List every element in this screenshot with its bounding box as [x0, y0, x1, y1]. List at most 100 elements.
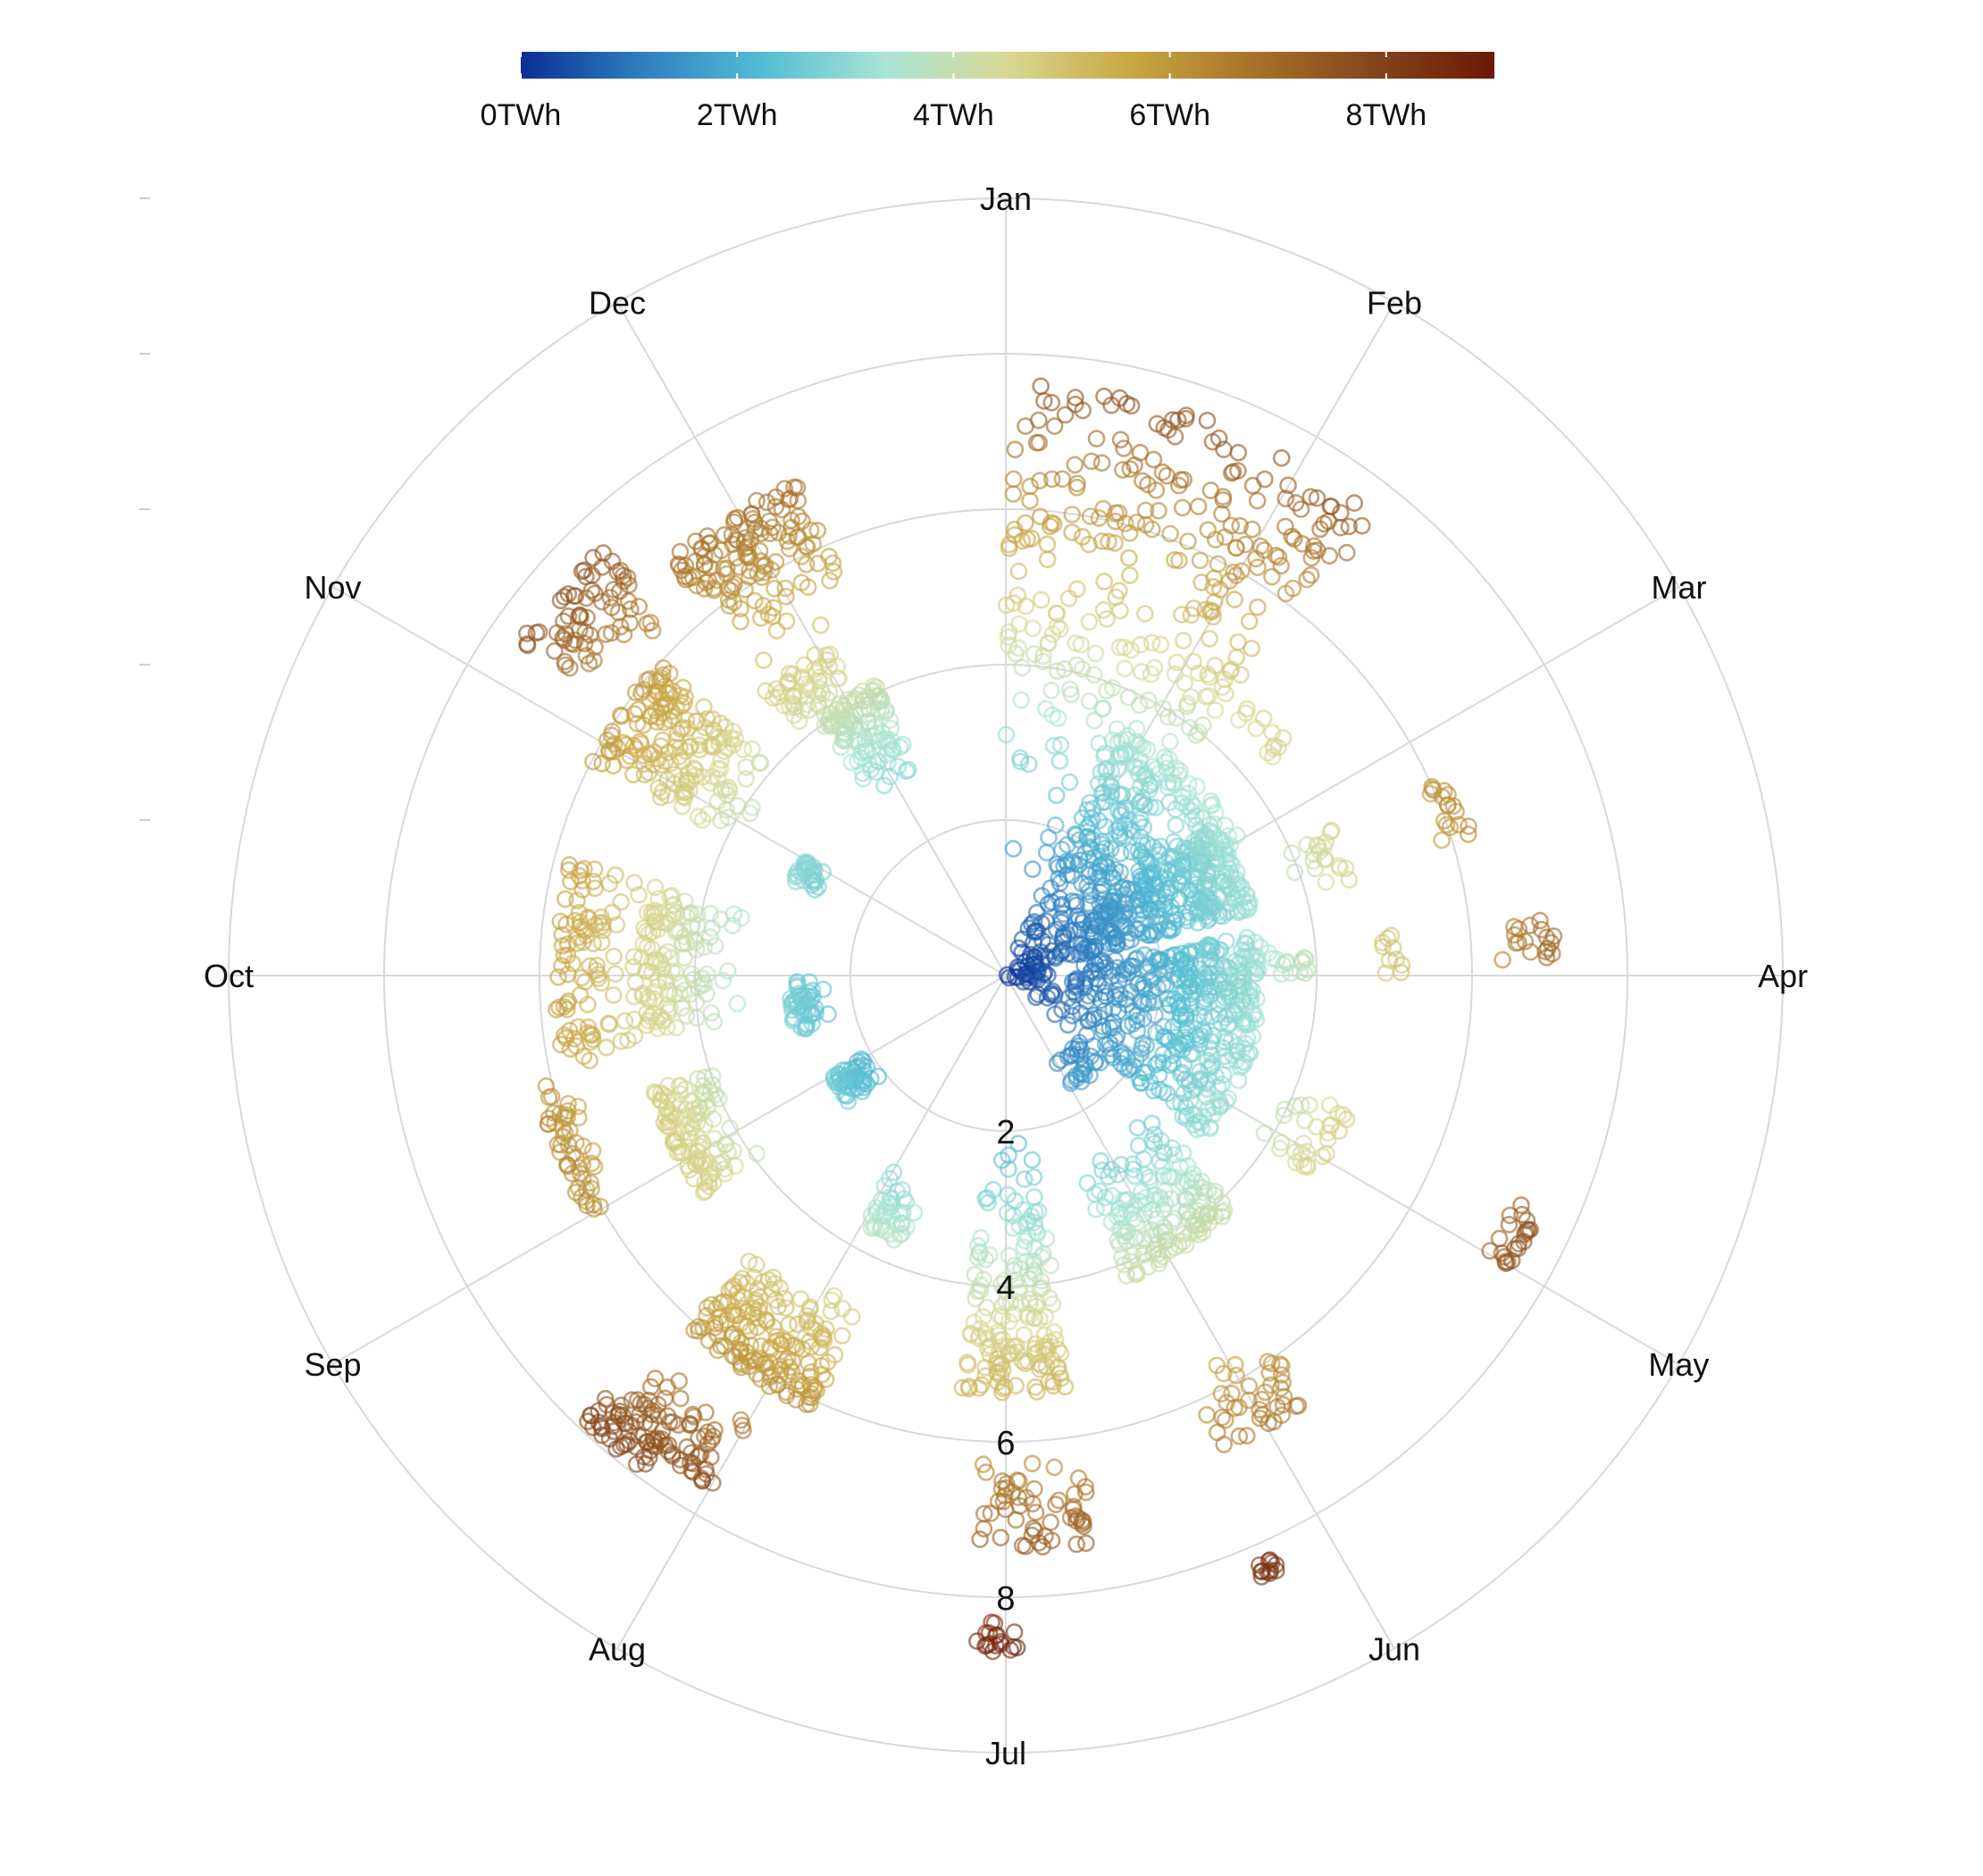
data-point: [646, 990, 664, 1008]
data-point: [1172, 471, 1190, 490]
data-point: [1149, 1053, 1167, 1072]
data-point: [1112, 844, 1130, 863]
data-point: [1271, 1355, 1289, 1373]
data-point: [1182, 1224, 1200, 1243]
data-point: [1106, 534, 1124, 552]
data-point: [651, 788, 670, 807]
data-point: [1142, 633, 1161, 652]
data-point: [1103, 679, 1122, 697]
data-point: [1045, 1323, 1063, 1341]
data-point: [766, 579, 783, 598]
data-point: [989, 1349, 1007, 1368]
data-point: [558, 1155, 576, 1174]
month-label: Feb: [1367, 285, 1422, 322]
data-point: [1217, 932, 1235, 951]
data-point: [1188, 777, 1206, 796]
data-point: [652, 698, 671, 716]
data-point: [1216, 989, 1234, 1007]
data-point: [1263, 567, 1281, 586]
data-point: [1212, 1385, 1231, 1403]
data-point: [1071, 851, 1089, 869]
data-point: [1544, 944, 1561, 963]
data-point: [960, 1379, 978, 1398]
data-point: [1147, 481, 1166, 499]
data-point: [1112, 1054, 1130, 1073]
data-point: [1080, 883, 1098, 900]
data-point: [612, 892, 631, 911]
data-point: [1292, 1096, 1310, 1114]
data-point: [1200, 687, 1217, 705]
data-point: [1214, 490, 1233, 509]
data-point: [1050, 1365, 1069, 1383]
points-layer: [518, 377, 1563, 1661]
data-point: [1144, 1082, 1163, 1100]
data-point: [1004, 1219, 1022, 1237]
colorbar-tick-label: 4TWh: [913, 98, 994, 132]
data-point: [668, 1130, 686, 1148]
data-point: [756, 1354, 774, 1373]
data-point: [1121, 924, 1140, 942]
data-point: [1051, 1051, 1070, 1069]
data-point: [603, 903, 622, 922]
data-point: [553, 925, 572, 944]
data-point: [625, 1010, 644, 1028]
data-point: [1189, 914, 1207, 932]
data-point: [582, 1406, 600, 1425]
data-point: [1146, 1006, 1164, 1025]
data-point: [1209, 1091, 1228, 1109]
data-point: [1286, 494, 1305, 512]
data-point: [1065, 1497, 1083, 1516]
data-point: [1228, 1043, 1246, 1060]
data-point: [1167, 816, 1185, 834]
data-point: [1230, 954, 1249, 973]
data-point: [570, 607, 589, 625]
data-point: [1154, 1053, 1172, 1072]
data-point: [560, 658, 579, 677]
data-point: [1166, 550, 1184, 569]
data-point: [518, 635, 536, 653]
data-point: [1092, 532, 1111, 550]
data-point: [1024, 860, 1042, 878]
data-point: [1062, 685, 1081, 704]
data-point: [1217, 1093, 1235, 1111]
data-point: [1116, 799, 1134, 817]
data-point: [1180, 945, 1198, 963]
data-point: [788, 973, 806, 991]
data-point: [805, 660, 824, 679]
data-point: [584, 1419, 602, 1436]
data-point: [641, 614, 660, 632]
data-point: [676, 688, 695, 707]
data-point: [677, 934, 696, 952]
data-point: [581, 1051, 598, 1069]
data-point: [1521, 1220, 1539, 1239]
data-point: [1042, 1256, 1059, 1275]
data-point: [1142, 1227, 1161, 1245]
data-point: [678, 719, 697, 738]
data-point: [1224, 1046, 1242, 1064]
data-point: [1183, 1207, 1201, 1225]
data-point: [1004, 1207, 1023, 1225]
data-point: [1081, 793, 1099, 812]
data-point: [1163, 1139, 1182, 1157]
data-point: [674, 1108, 693, 1126]
data-point: [1216, 1202, 1234, 1219]
data-point: [1542, 934, 1560, 952]
data-point: [725, 1348, 744, 1366]
data-point: [1179, 532, 1197, 550]
data-point: [775, 480, 794, 498]
labels-layer: Jan Feb Mar Apr May Jun Jul Aug Sep Oct Nov Dec 2 4 6 8: [204, 180, 1808, 1771]
data-point: [556, 890, 574, 909]
data-point: [1507, 934, 1526, 952]
data-point: [597, 1038, 615, 1057]
data-point: [1161, 524, 1179, 543]
data-point: [711, 1294, 730, 1312]
data-point: [1037, 1229, 1056, 1248]
data-point: [556, 1106, 575, 1124]
data-point: [1166, 1210, 1184, 1228]
data-point: [654, 1011, 673, 1029]
data-point: [1188, 1202, 1206, 1219]
data-point: [1165, 1168, 1184, 1186]
data-point: [1298, 1143, 1316, 1160]
data-point: [1021, 491, 1039, 510]
grid-layer: [139, 197, 1784, 1754]
